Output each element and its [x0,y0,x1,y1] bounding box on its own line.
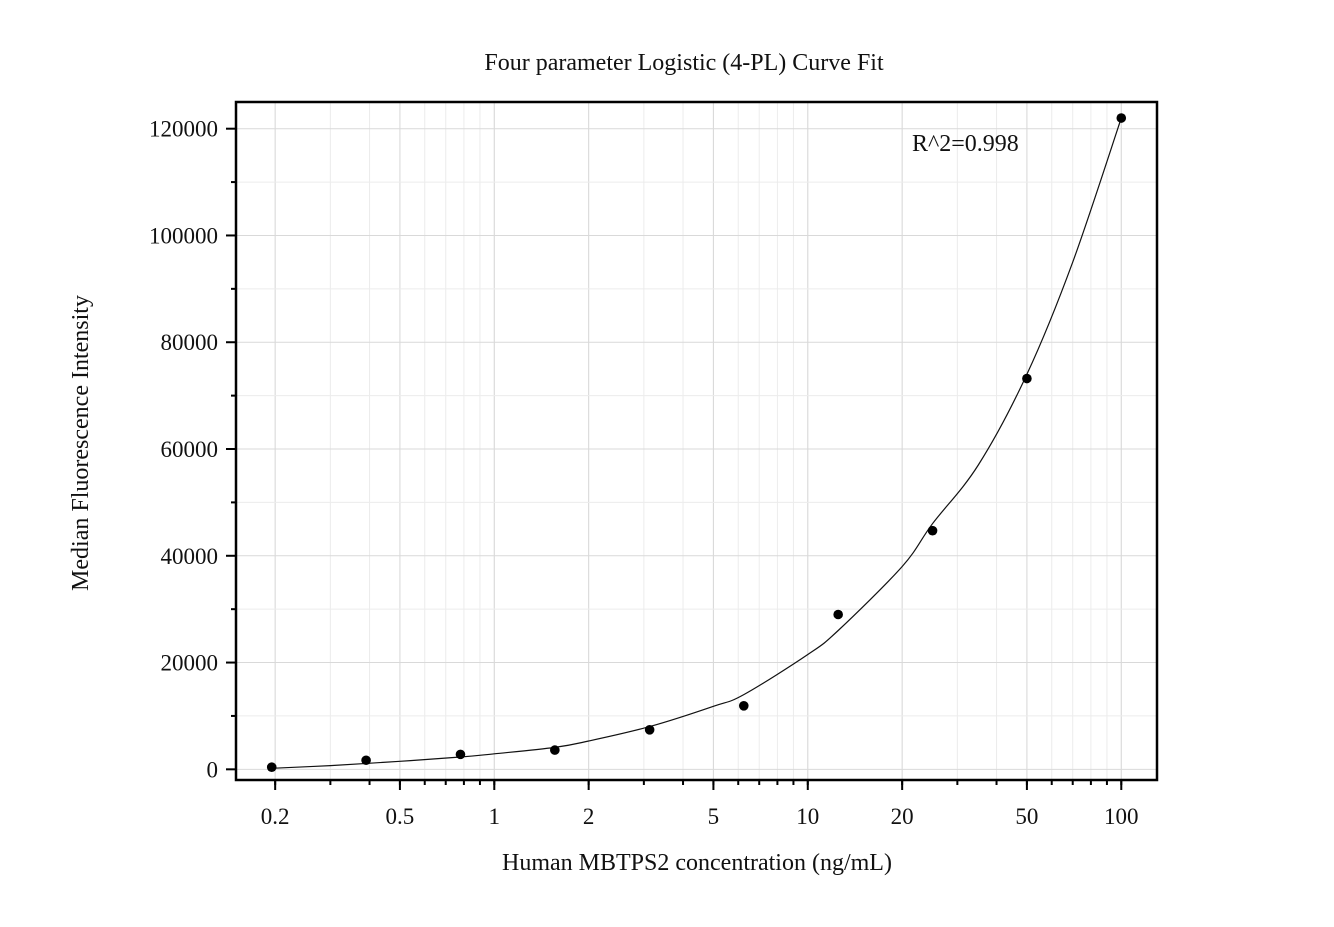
chart-title: Four parameter Logistic (4-PL) Curve Fit [484,50,884,76]
data-point [550,745,560,755]
x-tick-label: 5 [708,804,720,829]
y-axis-label: Median Fluorescence Intensity [68,295,94,591]
x-axis-label: Human MBTPS2 concentration (ng/mL) [502,850,892,876]
x-tick-label: 10 [796,804,819,829]
r-squared-annotation: R^2=0.998 [912,131,1019,157]
data-point [644,725,655,735]
data-point [361,755,371,766]
x-tick-label: 1 [489,804,501,829]
y-tick-label: 40000 [161,544,219,569]
x-tick-label: 0.5 [386,804,415,829]
x-tick-label: 2 [583,804,595,829]
data-point [455,749,466,760]
data-point [1116,113,1127,123]
data-point [738,700,749,711]
data-point [833,609,843,620]
data-point [266,762,277,772]
y-tick-label: 80000 [161,330,219,355]
x-tick-label: 50 [1015,804,1038,829]
tick-labels: 0.2 0.5 1 2 5 10 20 50 100 0 20000 40000 60000 80000 1… [149,117,1139,829]
x-tick-label: 20 [891,804,914,829]
y-tick-label: 0 [207,757,219,782]
data-point [1022,373,1032,384]
y-tick-label: 60000 [161,437,219,462]
x-tick-label: 0.2 [261,804,290,829]
y-tick-label: 100000 [149,223,218,248]
y-tick-label: 120000 [149,117,218,142]
plot-frame [234,100,1159,782]
data-point [927,525,938,536]
x-tick-label: 100 [1104,804,1139,829]
axis-ticks [226,127,1123,790]
grid [236,102,1157,780]
y-tick-label: 20000 [161,651,219,676]
data-points [266,113,1127,772]
fit-curve [271,117,1122,769]
